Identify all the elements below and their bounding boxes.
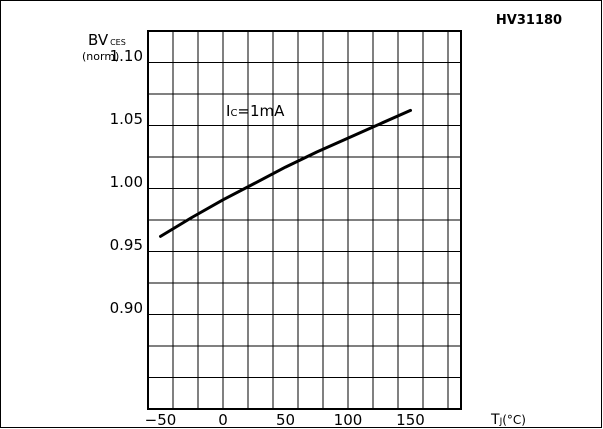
y-tick-label: 0.95 xyxy=(110,236,143,254)
series-line xyxy=(159,108,412,238)
x-tick-label: 50 xyxy=(276,411,295,429)
x-axis-label: TJ(°C) xyxy=(490,412,526,428)
x-tick-labels: −50 0 50 100 150 xyxy=(145,411,425,429)
figure-id-label: HV31180 xyxy=(496,13,562,28)
current-annotation: IC=1mA xyxy=(226,102,285,120)
y-tick-label: 0.90 xyxy=(110,299,143,317)
plot-border xyxy=(147,30,462,410)
y-tick-labels: 0.90 0.95 1.00 1.05 1.10 xyxy=(110,47,143,317)
x-tick-label: 0 xyxy=(218,411,228,429)
y-tick-label: 1.05 xyxy=(110,110,143,128)
x-tick-label: 150 xyxy=(396,411,425,429)
x-tick-label: −50 xyxy=(145,411,177,429)
x-tick-label: 100 xyxy=(334,411,363,429)
y-tick-label: 1.10 xyxy=(110,47,143,65)
grid xyxy=(148,31,461,409)
y-tick-label: 1.00 xyxy=(110,173,143,191)
y-axis-label: BV CES xyxy=(88,31,126,49)
y-axis-unit: (norm) xyxy=(82,50,119,63)
